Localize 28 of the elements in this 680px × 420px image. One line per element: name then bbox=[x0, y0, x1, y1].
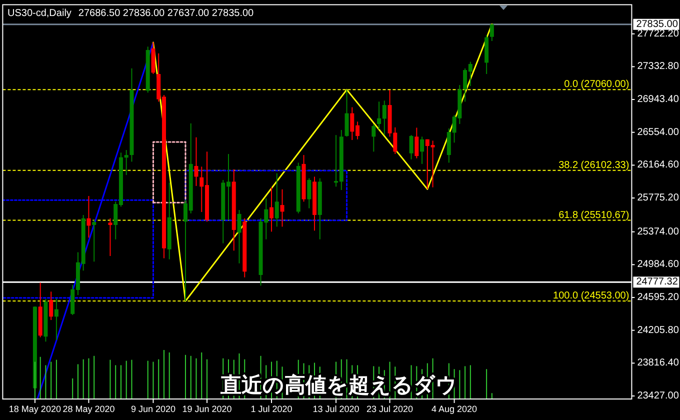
y-tick-label: 27332.80 bbox=[637, 61, 680, 72]
x-tick-label: 1 Jul 2020 bbox=[250, 404, 292, 414]
y-tick-label: 23816.40 bbox=[637, 358, 680, 369]
y-tick-label: 26943.40 bbox=[637, 94, 680, 106]
chart-title: US30-cd,Daily bbox=[8, 8, 72, 19]
y-tick-label: 24595.20 bbox=[637, 292, 680, 303]
x-tick-label: 19 Jun 2020 bbox=[182, 404, 232, 414]
y-tick-label: 23427.00 bbox=[637, 390, 680, 402]
ref-line-label: 0.0 (27060.00) bbox=[564, 79, 630, 90]
ref-line-label: 100.0 (24553.00) bbox=[553, 290, 630, 302]
chart-subtitle: 27686.50 27836.00 27637.00 27835.00 bbox=[78, 8, 254, 19]
y-tick-label: 25775.20 bbox=[637, 192, 680, 204]
ref-line-label: 27835.00 bbox=[633, 18, 680, 30]
x-tick-label: 23 Jul 2020 bbox=[366, 404, 414, 414]
y-tick-label: 26164.60 bbox=[637, 160, 680, 171]
x-tick-label: 9 Jun 2020 bbox=[130, 404, 176, 414]
y-tick-label: 26554.00 bbox=[637, 126, 680, 138]
x-tick-label: 4 Aug 2020 bbox=[432, 404, 478, 414]
ref-line-label: 24777.32 bbox=[633, 276, 680, 288]
x-tick-label: 18 May 2020 bbox=[8, 404, 61, 414]
y-tick-label: 24984.60 bbox=[637, 259, 680, 270]
x-tick-label: 28 May 2020 bbox=[62, 404, 115, 414]
y-tick-label: 24205.80 bbox=[637, 324, 680, 336]
ref-line-label: 61.8 (25510.67) bbox=[558, 210, 630, 221]
ref-line-label: 38.2 (26102.33) bbox=[558, 160, 630, 171]
x-tick-label: 13 Jul 2020 bbox=[312, 404, 360, 414]
y-tick-label: 27722.20 bbox=[637, 28, 680, 40]
y-tick-label: 25374.00 bbox=[637, 226, 680, 238]
